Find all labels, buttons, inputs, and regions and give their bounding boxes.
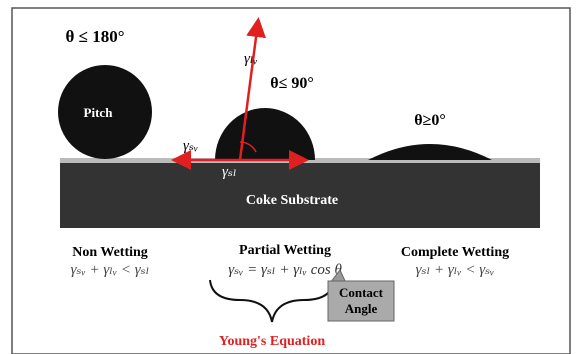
partial-drop [215,108,315,160]
callout-text: Angle [345,301,378,316]
vector-label: γₛₗ [222,164,237,180]
regime-title: Complete Wetting [401,245,509,260]
diagram: θ ≤ 180° θ≤ 90° θ≥0° Pitch γₗᵥ γₛᵥ γₛₗ C… [0,0,582,354]
regime-equation: γₛᵥ = γₛₗ + γₗᵥ cos θ [228,262,342,278]
vector-label: γₛᵥ [183,138,198,154]
regime-equation: γₛᵥ + γₗᵥ < γₛₗ [71,262,150,278]
regime-title: Non Wetting [72,245,148,260]
page: {"angles": {"non_wetting": "θ ≤ 180°", "… [0,0,582,354]
regime-equation: γₛₗ + γₗᵥ < γₛᵥ [416,262,495,278]
equation-name: Young's Equation [219,334,325,349]
drop-label: Pitch [84,105,114,120]
brace [210,280,334,322]
regime-title: Partial Wetting [239,243,331,258]
angle-label: θ≤ 90° [270,75,314,92]
vector-label: γₗᵥ [244,51,258,67]
callout-text: Contact [339,285,384,300]
substrate-label: Coke Substrate [246,193,338,208]
angle-label: θ≥0° [414,112,446,129]
complete-drop [368,144,492,160]
angle-label: θ ≤ 180° [65,27,124,46]
